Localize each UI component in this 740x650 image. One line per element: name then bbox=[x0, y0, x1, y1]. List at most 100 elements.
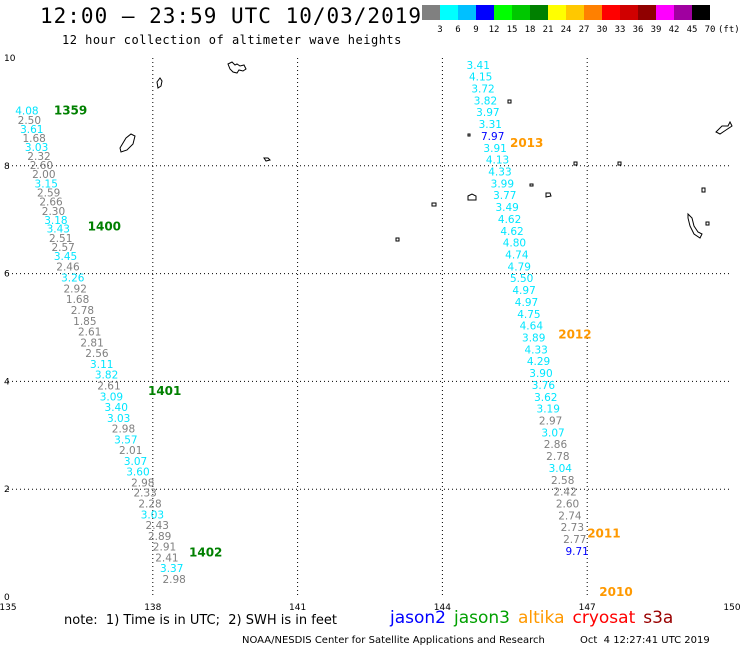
wave-height-value: 3.45 bbox=[54, 251, 77, 263]
wave-height-value: 3.18 bbox=[44, 215, 67, 227]
wave-height-value: 2.86 bbox=[544, 439, 568, 451]
x-tick-label: 141 bbox=[289, 603, 306, 610]
pass-time-label: 2012 bbox=[558, 327, 591, 341]
coastline-outline bbox=[395, 237, 400, 242]
wave-height-value: 2.92 bbox=[64, 283, 87, 295]
scale-swatch bbox=[656, 5, 674, 20]
wave-height-value: 3.19 bbox=[537, 404, 560, 416]
wave-height-value: 3.43 bbox=[47, 224, 70, 236]
wave-height-value: 2.91 bbox=[153, 542, 176, 554]
wave-height-value: 3.03 bbox=[25, 142, 48, 154]
wave-height-value: 3.37 bbox=[160, 563, 183, 575]
scale-label: 33 bbox=[614, 25, 626, 35]
scale-label: 3 bbox=[437, 25, 443, 35]
wave-height-value: 3.57 bbox=[114, 434, 137, 446]
wave-height-value: 3.76 bbox=[532, 380, 556, 392]
wave-height-value: 4.97 bbox=[512, 285, 535, 297]
pass-time-label: 2011 bbox=[587, 527, 620, 541]
scale-swatch bbox=[674, 5, 692, 20]
wave-height-value: 3.03 bbox=[107, 413, 130, 425]
coastline-outline bbox=[431, 202, 437, 207]
coastline-outline bbox=[156, 77, 163, 89]
wave-height-value: 2.78 bbox=[71, 305, 94, 317]
wave-height-value: 1.68 bbox=[22, 133, 45, 145]
wave-height-value: 2.32 bbox=[27, 151, 50, 163]
pass-time-label: 1359 bbox=[54, 104, 87, 118]
satellite-legend-item: cryosat bbox=[572, 608, 636, 628]
wave-height-value: 2.97 bbox=[539, 416, 562, 428]
wave-height-value: 2.98 bbox=[162, 574, 185, 586]
satellite-legend-item: altika bbox=[518, 608, 565, 628]
wave-height-value: 3.72 bbox=[471, 83, 494, 95]
wave-height-value: 3.97 bbox=[476, 107, 499, 119]
scale-swatch bbox=[476, 5, 494, 20]
wave-height-value: 2.73 bbox=[561, 522, 584, 534]
wave-height-value: 3.09 bbox=[100, 391, 123, 403]
wave-height-value: 4.62 bbox=[498, 214, 521, 226]
coastline-outline bbox=[263, 157, 271, 162]
coastline-outline bbox=[715, 120, 733, 135]
wave-height-value: 3.41 bbox=[467, 60, 490, 72]
wave-height-value: 7.97 bbox=[481, 131, 504, 143]
wave-height-value: 1.68 bbox=[66, 294, 89, 306]
pass-time-label: 1402 bbox=[189, 546, 222, 560]
scale-swatch bbox=[602, 5, 620, 20]
scale-label: (ft) bbox=[718, 25, 740, 35]
scale-label: 15 bbox=[506, 25, 518, 35]
wave-height-value: 2.46 bbox=[56, 261, 80, 273]
wave-height-value: 3.61 bbox=[20, 124, 43, 136]
wave-height-value: 2.41 bbox=[155, 552, 178, 564]
scale-swatch bbox=[512, 5, 530, 20]
wave-height-value: 2.98 bbox=[131, 478, 154, 490]
scale-swatch bbox=[692, 5, 710, 20]
scale-label: 42 bbox=[668, 25, 680, 35]
satellite-legend-item: s3a bbox=[643, 608, 674, 628]
coastline-outline bbox=[467, 193, 477, 201]
wave-height-value: 2.51 bbox=[49, 233, 72, 245]
scale-swatch bbox=[638, 5, 656, 20]
wave-height-value: 2.98 bbox=[112, 424, 135, 436]
wave-height-value: 2.89 bbox=[148, 531, 171, 543]
satellite-legend: jason2 jason3 altika cryosat s3a bbox=[390, 608, 681, 628]
wave-height-value: 2.01 bbox=[119, 445, 142, 457]
wave-height-value: 2.61 bbox=[97, 380, 120, 392]
scale-label: 21 bbox=[542, 25, 554, 35]
wave-height-value: 4.97 bbox=[515, 297, 538, 309]
wave-height-value: 2.30 bbox=[42, 206, 65, 218]
wave-height-value: 4.08 bbox=[15, 106, 38, 118]
wave-height-value: 2.50 bbox=[18, 115, 41, 127]
wave-height-value: 2.58 bbox=[551, 475, 574, 487]
plot-frame bbox=[8, 58, 732, 597]
wave-height-value: 5.50 bbox=[510, 273, 533, 285]
wave-height-value: 4.15 bbox=[469, 72, 492, 84]
scale-label: 39 bbox=[650, 25, 662, 35]
wave-height-value: 4.79 bbox=[508, 261, 531, 273]
scale-swatch bbox=[566, 5, 584, 20]
wave-height-value: 4.64 bbox=[520, 321, 544, 333]
x-tick-label: 150 bbox=[723, 603, 740, 610]
wave-height-value: 4.74 bbox=[505, 250, 529, 262]
y-tick-label: 10 bbox=[4, 54, 16, 64]
scale-swatch bbox=[620, 5, 638, 20]
scale-label: 27 bbox=[578, 25, 590, 35]
wave-height-value: 4.80 bbox=[503, 238, 526, 250]
wave-height-value: 3.90 bbox=[529, 368, 552, 380]
x-tick-label: 144 bbox=[434, 603, 451, 610]
wave-height-value: 3.15 bbox=[35, 178, 58, 190]
scale-swatch bbox=[422, 5, 440, 20]
coastline-outline bbox=[687, 212, 703, 239]
timestamp-text: Oct 4 12:27:41 UTC 2019 bbox=[580, 635, 710, 646]
wave-height-value: 2.78 bbox=[546, 451, 569, 463]
satellite-legend-item: jason3 bbox=[454, 608, 510, 628]
coastline-outline bbox=[545, 192, 552, 198]
scale-swatch bbox=[584, 5, 602, 20]
y-tick-label: 8 bbox=[4, 162, 10, 172]
scale-swatch bbox=[548, 5, 566, 20]
scale-label: 18 bbox=[524, 25, 536, 35]
scale-label: 12 bbox=[488, 25, 500, 35]
x-tick-label: 138 bbox=[144, 603, 161, 610]
x-tick-label: 147 bbox=[579, 603, 596, 610]
pass-time-label: 2013 bbox=[510, 136, 543, 150]
wave-height-value: 3.99 bbox=[491, 178, 514, 190]
wave-height-value: 3.62 bbox=[534, 392, 557, 404]
